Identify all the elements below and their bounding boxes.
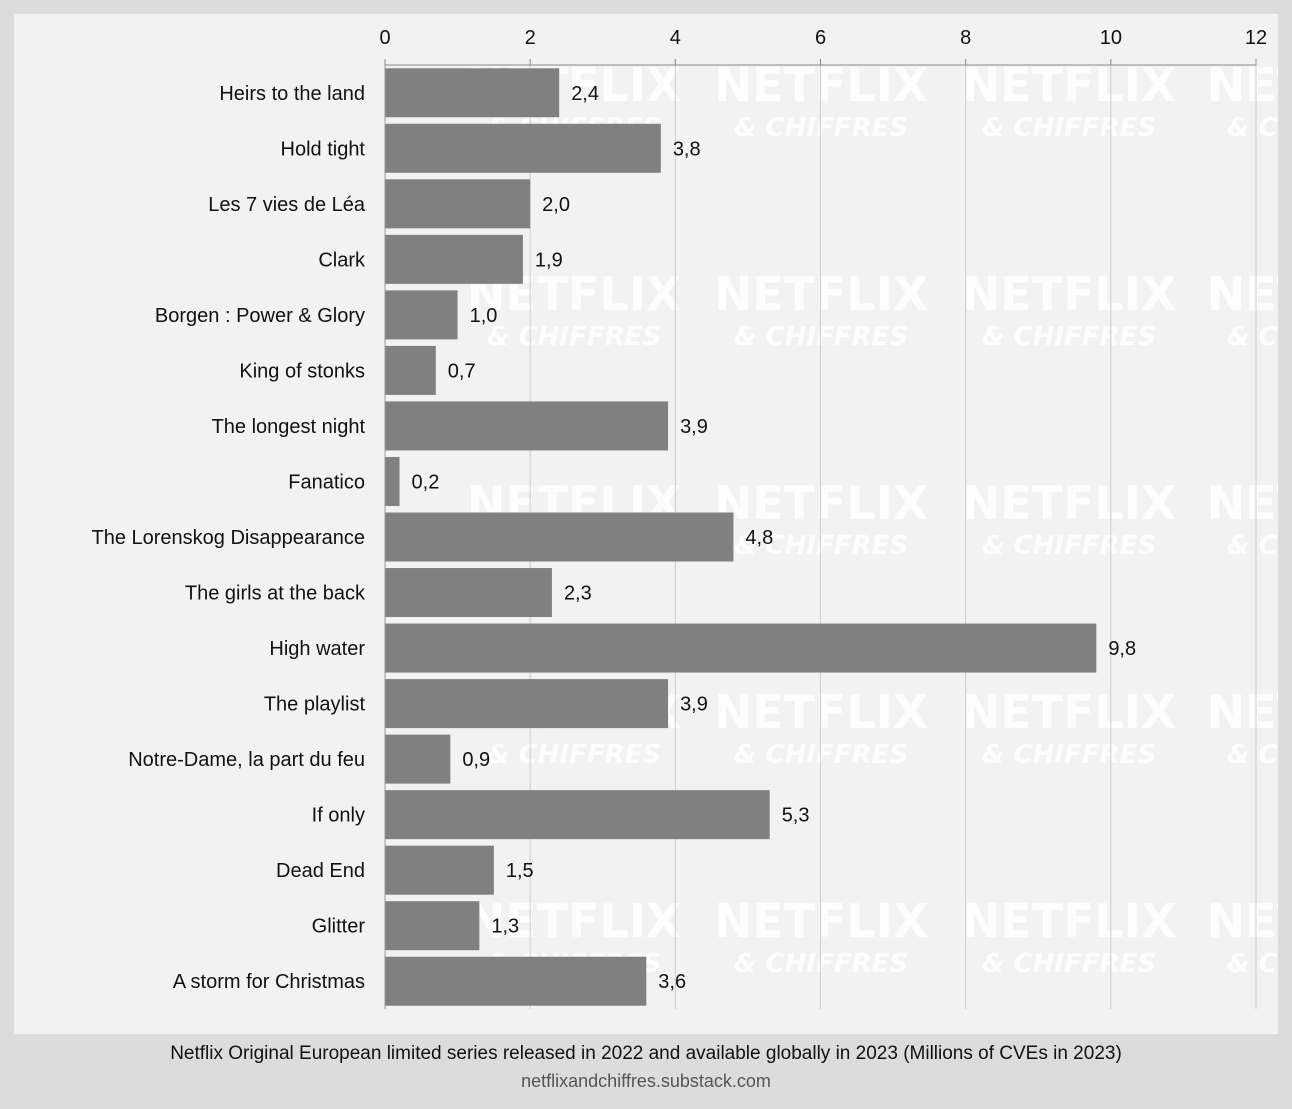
value-label: 4,8 — [745, 527, 773, 549]
bar — [385, 234, 523, 284]
bar — [385, 68, 560, 118]
category-label: The girls at the back — [185, 583, 366, 605]
x-tick-label: 12 — [1245, 27, 1267, 49]
watermark-text: NETFLIX — [1207, 58, 1278, 112]
watermark-text: NETFLIX — [962, 894, 1177, 948]
x-tick-label: 6 — [815, 27, 826, 49]
bar — [385, 512, 734, 562]
category-label: A storm for Christmas — [173, 971, 365, 993]
value-label: 1,3 — [491, 916, 519, 938]
watermark-text: NETFLIX — [1207, 894, 1278, 948]
value-label: 0,7 — [448, 360, 476, 382]
category-label: Les 7 vies de Léa — [208, 194, 366, 216]
watermark-subtext: & CHIFFRES — [982, 322, 1156, 352]
bar — [385, 623, 1097, 673]
value-label: 3,9 — [680, 694, 708, 716]
watermark-subtext: & CHIFFRES — [1227, 531, 1278, 561]
category-label: Glitter — [312, 916, 366, 938]
value-label: 3,6 — [658, 971, 686, 993]
watermark-text: NETFLIX — [1207, 267, 1278, 321]
category-label: High water — [269, 638, 365, 660]
category-label: Notre-Dame, la part du feu — [128, 749, 365, 771]
source-url: netflixandchiffres.substack.com — [521, 1071, 771, 1091]
x-tick-label: 10 — [1100, 27, 1122, 49]
bar — [385, 290, 458, 340]
watermark-subtext: & CHIFFRES — [982, 949, 1156, 979]
value-label: 3,8 — [673, 138, 701, 160]
category-label: The longest night — [212, 416, 366, 438]
value-label: 2,3 — [564, 583, 592, 605]
watermark-subtext: & CHIFFRES — [1227, 740, 1278, 770]
bar — [385, 456, 400, 506]
watermark-subtext: & CHIFFRES — [487, 322, 661, 352]
value-label: 5,3 — [782, 805, 810, 827]
value-label: 1,5 — [506, 860, 534, 882]
watermark-text: NETFLIX — [962, 58, 1177, 112]
watermark-text: NETFLIX — [962, 267, 1177, 321]
category-label: King of stonks — [239, 360, 365, 382]
chart-caption: Netflix Original European limited series… — [170, 1043, 1122, 1064]
category-label: Hold tight — [281, 138, 366, 160]
bar — [385, 790, 770, 840]
watermark-subtext: & CHIFFRES — [487, 740, 661, 770]
watermark-subtext: & CHIFFRES — [1227, 949, 1278, 979]
bar — [385, 956, 647, 1006]
value-label: 1,0 — [470, 305, 498, 327]
value-label: 9,8 — [1108, 638, 1136, 660]
category-label: The playlist — [264, 694, 366, 716]
bar — [385, 401, 669, 451]
x-tick-label: 0 — [379, 27, 390, 49]
bar — [385, 568, 552, 618]
watermark-subtext: & CHIFFRES — [1227, 113, 1278, 143]
category-label: Clark — [318, 249, 366, 271]
x-tick-label: 4 — [670, 27, 681, 49]
bar — [385, 845, 494, 895]
bar — [385, 679, 669, 729]
category-label: The Lorenskog Disappearance — [91, 527, 365, 549]
bar — [385, 179, 531, 229]
bar — [385, 901, 480, 951]
watermark-text: NETFLIX — [962, 476, 1177, 530]
watermark-text: NETFLIX — [1207, 476, 1278, 530]
category-label: Dead End — [276, 860, 365, 882]
value-label: 3,9 — [680, 416, 708, 438]
watermark-subtext: & CHIFFRES — [982, 740, 1156, 770]
category-label: Borgen : Power & Glory — [155, 305, 365, 327]
watermark-text: NETFLIX — [962, 685, 1177, 739]
value-label: 2,0 — [542, 194, 570, 216]
watermark-text: NETFLIX — [1207, 685, 1278, 739]
x-tick-label: 8 — [960, 27, 971, 49]
bar — [385, 123, 661, 173]
value-label: 1,9 — [535, 249, 563, 271]
value-label: 2,4 — [571, 83, 599, 105]
value-label: 0,9 — [462, 749, 490, 771]
watermark-subtext: & CHIFFRES — [1227, 322, 1278, 352]
watermark-subtext: & CHIFFRES — [982, 113, 1156, 143]
bar — [385, 734, 451, 784]
category-label: Fanatico — [288, 471, 365, 493]
watermark-subtext: & CHIFFRES — [982, 531, 1156, 561]
bar — [385, 345, 436, 395]
x-tick-label: 2 — [525, 27, 536, 49]
category-label: If only — [312, 805, 365, 827]
watermark-text: NETFLIX — [467, 894, 682, 948]
value-label: 0,2 — [412, 471, 440, 493]
category-label: Heirs to the land — [219, 83, 365, 105]
